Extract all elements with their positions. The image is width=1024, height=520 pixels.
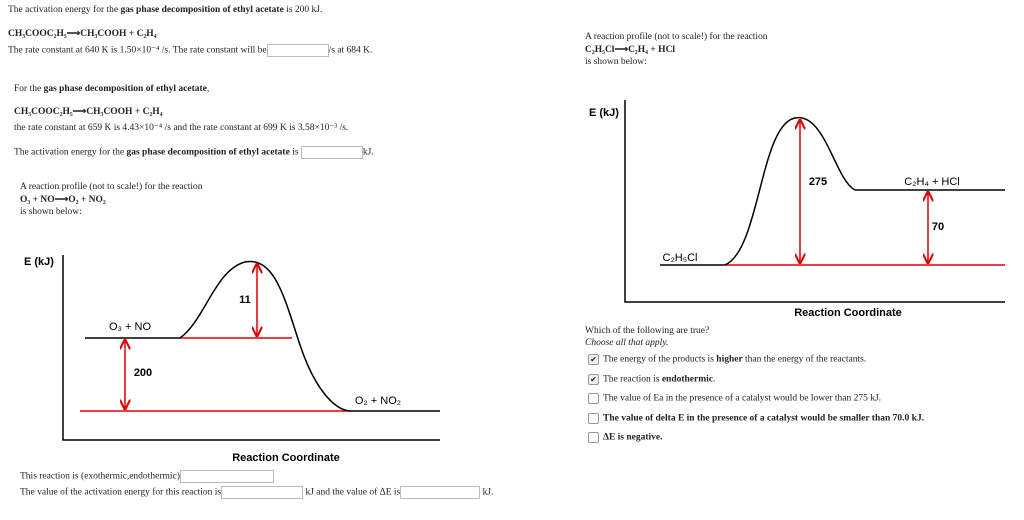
option: ✔ The reaction is endothermic. <box>588 373 716 385</box>
text: , <box>206 84 210 94</box>
text: The activation energy for the <box>14 147 127 158</box>
text: This reaction is (exothermic,endothermic… <box>20 471 180 482</box>
y-label: E (kJ) <box>589 107 619 119</box>
shown: is shown below: <box>20 207 82 217</box>
delta-label: 200 <box>134 367 152 379</box>
question: The activation energy for the gas phase … <box>14 146 374 159</box>
checkbox[interactable] <box>588 432 599 443</box>
profile-curve <box>724 117 856 266</box>
text: gas phase decomposition of ethyl acetate <box>120 5 284 15</box>
shown: is shown below: <box>585 57 647 67</box>
barrier-label: 275 <box>809 176 827 188</box>
barrier-label: 11 <box>239 294 251 306</box>
text: For the <box>14 84 44 94</box>
answer-input[interactable] <box>179 470 274 483</box>
equation: CH₃COOC₂H₅⟶CH₃COOH + C₂H₄ <box>8 29 157 39</box>
option-text: The value of delta E in the presence of … <box>603 413 925 424</box>
y-label: E (kJ) <box>24 256 54 268</box>
axes <box>62 255 440 441</box>
products-label: C₂H₄ + HCl <box>904 176 960 188</box>
question: The value of the activation energy for t… <box>20 486 493 499</box>
checkbox[interactable]: ✔ <box>588 373 599 385</box>
text: /s at 684 K. <box>328 45 373 56</box>
text: kJ and the value of ΔE is <box>305 487 401 498</box>
text: is 200 kJ. <box>283 5 323 15</box>
reactants-label: C₂H₅Cl <box>663 252 698 264</box>
x-label: Reaction Coordinate <box>232 452 340 464</box>
option-text: . <box>713 374 716 385</box>
option: ✔ The energy of the products is higher th… <box>588 354 866 365</box>
prompt: Which of the following are true? <box>585 326 710 336</box>
diagram-right: E (kJ) Reaction Coordinate C₂H₅Cl C₂H₄ +… <box>589 100 1005 319</box>
answer-input[interactable] <box>266 44 329 57</box>
text: The activation energy for the <box>8 5 121 15</box>
text: gas phase decomposition of ethyl acetate <box>126 147 290 158</box>
option-text: than the energy of the reactants. <box>742 354 867 365</box>
hint: Choose all that apply. <box>585 338 669 348</box>
axes <box>624 100 1005 303</box>
text: kJ. <box>482 487 494 498</box>
option: The value of delta E in the presence of … <box>588 412 925 424</box>
question: The rate constant at 640 K is 1.50×10⁻⁴ … <box>8 44 372 57</box>
intro: The activation energy for the gas phase … <box>8 5 322 15</box>
checkbox[interactable] <box>588 393 599 404</box>
given: the rate constant at 659 K is 4.43×10⁻⁴ … <box>14 123 349 133</box>
intro: For the gas phase decomposition of ethyl… <box>14 84 209 94</box>
products-label: O₂ + NO₂ <box>355 395 401 407</box>
option: ΔE is negative. <box>588 432 663 443</box>
answer-input[interactable] <box>300 146 363 159</box>
intro: A reaction profile (not to scale!) for t… <box>585 32 768 42</box>
x-label: Reaction Coordinate <box>794 307 902 319</box>
text: The rate constant at 640 K is 1.50×10⁻⁴ … <box>8 45 267 56</box>
option-text: endothermic <box>661 374 714 385</box>
text: kJ. <box>362 147 374 158</box>
profile-curve <box>179 260 351 412</box>
delta-label: 70 <box>932 221 944 233</box>
option-text: higher <box>716 354 743 365</box>
diagram-left: E (kJ) Reaction Coordinate O₃ + NO O₂ + … <box>24 255 440 464</box>
text: The value of the activation energy for t… <box>20 487 222 498</box>
equation: CH₃COOC₂H₅⟶CH₃COOH + C₂H₄ <box>14 107 163 117</box>
option-text: ΔE is negative. <box>603 432 663 443</box>
checkbox[interactable]: ✔ <box>588 354 599 365</box>
option-text: The energy of the products is <box>603 354 717 365</box>
intro: A reaction profile (not to scale!) for t… <box>20 182 203 192</box>
answer-input[interactable] <box>400 486 481 499</box>
equation: O₃ + NO⟶O₂ + NO₂ <box>20 195 106 205</box>
reactants-label: O₃ + NO <box>109 321 152 333</box>
option: The value of Ea in the presence of a cat… <box>588 393 881 404</box>
option-text: The reaction is <box>603 374 662 385</box>
equation: C₂H₅Cl⟶C₂H₄ + HCl <box>585 45 676 55</box>
text: is <box>289 147 299 158</box>
option-text: The value of Ea in the presence of a cat… <box>603 393 882 404</box>
text: gas phase decomposition of ethyl acetate <box>43 84 207 94</box>
question: This reaction is (exothermic,endothermic… <box>20 470 274 483</box>
checkbox[interactable] <box>588 412 599 424</box>
answer-input[interactable] <box>221 486 304 499</box>
